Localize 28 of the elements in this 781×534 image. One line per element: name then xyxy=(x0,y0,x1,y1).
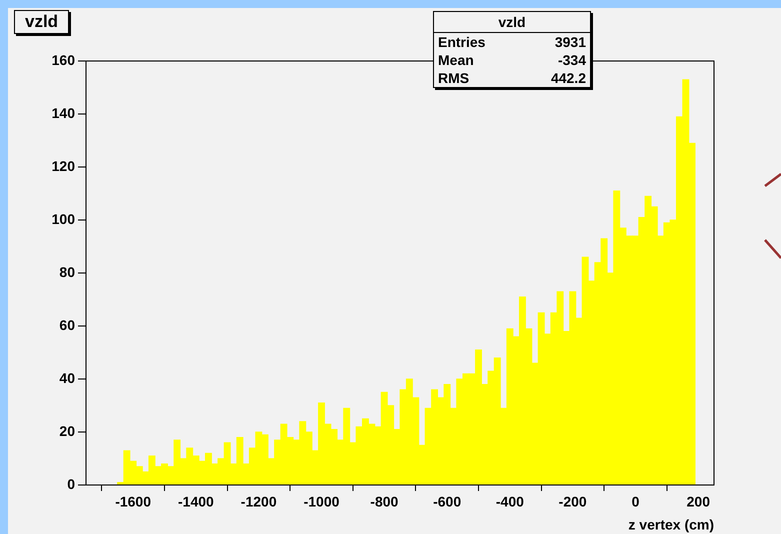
chart-title: vzld xyxy=(14,10,70,34)
x-tick-label: -200 xyxy=(558,493,587,510)
x-tick-label: -1400 xyxy=(178,493,214,510)
text: Entries xyxy=(438,33,486,51)
y-tick-label: 80 xyxy=(59,264,76,280)
y-tick-label: 100 xyxy=(52,210,76,227)
annotation: RMS xyxy=(438,69,470,87)
text: 3931 xyxy=(554,33,586,51)
y-tick-label: 60 xyxy=(59,316,76,333)
annotation: Mean xyxy=(438,51,474,69)
annotation: 442.2 xyxy=(550,69,586,87)
y-tick-label: 120 xyxy=(52,158,76,174)
y-tick-label: 140 xyxy=(52,104,76,121)
x-tick-label: 0 xyxy=(632,493,640,510)
annotation: -334 xyxy=(558,51,586,69)
x-tick-label: -1000 xyxy=(304,493,340,510)
x-tick-label: 200 xyxy=(686,493,710,510)
y-tick-label: 160 xyxy=(52,52,76,68)
x-tick-label: -600 xyxy=(433,493,462,510)
x-tick-label: -400 xyxy=(496,493,524,510)
text: vzld xyxy=(434,12,590,33)
y-tick-label: 20 xyxy=(59,422,76,439)
x-tick-label: -1600 xyxy=(115,493,152,510)
x-axis-title: z vertex (cm) xyxy=(628,516,714,532)
x-tick-label: -1200 xyxy=(240,493,277,510)
x-tick-label: -800 xyxy=(370,493,399,510)
y-tick-label: 40 xyxy=(59,370,76,386)
y-tick-label: 0 xyxy=(67,476,76,492)
